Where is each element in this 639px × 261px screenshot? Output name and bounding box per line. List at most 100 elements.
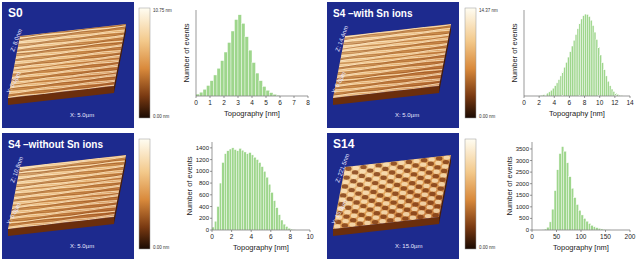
x-tick (554, 96, 555, 98)
bars (212, 148, 295, 230)
y-tick-label: 3000 (516, 158, 530, 164)
bar (235, 20, 239, 96)
y-tick (210, 218, 212, 219)
surface-streak (8, 216, 114, 228)
surface-grain (407, 190, 413, 194)
bar (222, 163, 224, 230)
colorbar (465, 139, 476, 249)
y-axis-line (532, 142, 533, 230)
z-axis-label: Z: 221.5nm (334, 153, 350, 184)
x-tick (569, 96, 570, 98)
surface-grain (434, 204, 440, 208)
bar (556, 83, 558, 96)
surface-grain (433, 174, 439, 178)
y-tick (210, 159, 212, 160)
surface-grain (381, 210, 387, 214)
figure: S0Z: 8.0nmY: 5.0µmX: 5.0µm10.75 nm0.00 n… (0, 0, 639, 261)
bar (564, 67, 566, 96)
surface-texture (333, 25, 451, 98)
x-tick (210, 96, 211, 98)
y-tick-label: 0 (526, 227, 530, 233)
surface-grain (415, 189, 421, 193)
bar (237, 151, 239, 230)
bar (554, 191, 556, 230)
bar (605, 76, 607, 96)
z-axis-label: Z: 14.4nm (334, 25, 349, 52)
surface-grain (347, 197, 353, 201)
surface-streak (8, 84, 114, 97)
surface-grain (377, 193, 383, 197)
bar (278, 215, 280, 230)
surface-grain (408, 185, 414, 189)
surface-grain (421, 197, 427, 201)
surface-grain (353, 200, 359, 204)
y-tick-label: 500 (519, 215, 530, 221)
surface-grain (389, 170, 395, 174)
x-tick-label: 7 (292, 99, 296, 106)
y-axis-label: Y: 5.0µm (331, 71, 347, 95)
surface-grain (383, 162, 389, 166)
surface-grain (417, 215, 423, 219)
surface-grain (395, 213, 401, 217)
surface-grain (426, 209, 432, 213)
surface-grain (412, 163, 418, 167)
bar (557, 170, 559, 230)
surface-grain (393, 187, 399, 191)
bar (585, 14, 587, 96)
surface-grain (438, 186, 444, 190)
surface-grain (436, 195, 442, 199)
x-tick-label: 2 (537, 99, 541, 106)
bar (592, 26, 594, 96)
surface-grain (369, 199, 375, 203)
surface-grain (361, 199, 367, 203)
bars (196, 15, 280, 96)
y-axis-label: Y: 5.0µm (6, 202, 22, 226)
surface-grain (382, 167, 388, 171)
y-tick-label: 800 (199, 180, 210, 186)
z-axis-label: Z: 8.0nm (9, 28, 23, 52)
image-background (327, 133, 459, 259)
surface-grain (372, 220, 378, 224)
surface-grain (401, 186, 407, 190)
surface-grain (414, 193, 420, 197)
bar (283, 224, 285, 230)
y-tick-label: 1000 (516, 204, 530, 210)
bar (252, 63, 256, 96)
x-tick (294, 96, 295, 98)
y-tick-label: 1400 (196, 145, 210, 151)
surface-grain (342, 219, 348, 223)
surface-grain (380, 176, 386, 180)
surface-grain (406, 194, 412, 198)
surface-grain (426, 170, 432, 174)
colorbar (139, 139, 150, 249)
surface-grain (424, 179, 430, 183)
y-axis-label: Y: 5.0µm (6, 71, 22, 95)
surface-grain (366, 173, 372, 177)
bar (564, 151, 566, 230)
surface-grain (375, 202, 381, 206)
x-tick-label: 6 (278, 99, 282, 106)
surface-grain (358, 217, 364, 221)
surface-grain (359, 169, 365, 173)
bar (583, 218, 585, 230)
surface-streak (12, 64, 118, 77)
x-axis-label: X: 15.0µm (395, 243, 422, 249)
surface-grain (364, 186, 370, 190)
x-tick-label: 0 (194, 99, 198, 106)
y-axis-title: Number of events (510, 23, 519, 82)
bar (569, 52, 571, 96)
surface-grain (406, 199, 412, 203)
sample-label: S0 (8, 6, 23, 20)
x-tick (556, 230, 557, 232)
surface-grain (386, 184, 392, 188)
colorbar-label: 0.00 nm (153, 245, 170, 250)
surface-grain (358, 213, 364, 217)
surface-streak (334, 82, 440, 95)
surface-grain (388, 214, 394, 218)
surface (333, 155, 451, 229)
surface-grain (392, 192, 398, 196)
surface-grain (374, 207, 380, 211)
x-tick (630, 230, 631, 232)
x-tick-label: 5 (264, 99, 268, 106)
surface-grain (437, 191, 443, 195)
